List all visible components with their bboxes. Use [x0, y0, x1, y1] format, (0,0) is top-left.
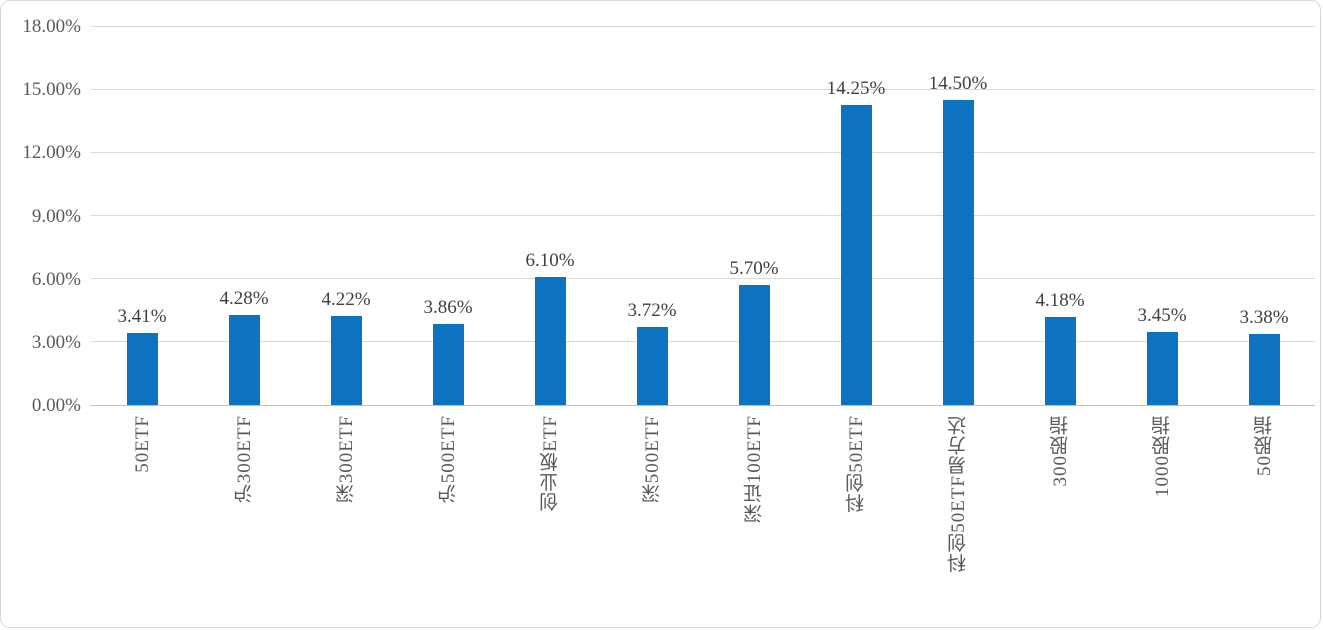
bar-slot: 6.10%: [499, 26, 601, 405]
bar-slot: 4.22%: [295, 26, 397, 405]
x-category-label: 沪300ETF: [233, 415, 255, 504]
bar: [228, 315, 260, 405]
bar-slot: 3.45%: [1111, 26, 1213, 405]
x-axis-labels: 50ETF 沪300ETF 深300ETF 沪500ETF 创业板ETF 深500ETF 深…: [91, 415, 1315, 627]
plot-area: 3.41% 4.28% 4.22% 3.86% 6.10% 3.72% 5.70% 14.25…: [91, 25, 1315, 406]
x-category-label: 50ETF: [131, 415, 153, 473]
bar-value-label: 4.22%: [321, 289, 371, 310]
bar-value-label: 3.86%: [423, 297, 473, 318]
x-category-label: 科创50ETF易方达: [947, 415, 969, 573]
x-label-slot: 300股指: [1009, 415, 1111, 627]
bar-slot: 4.28%: [193, 26, 295, 405]
bar-value-label: 3.38%: [1239, 307, 1289, 328]
x-label-slot: 1000股指: [1111, 415, 1213, 627]
bar-value-label: 3.72%: [627, 300, 677, 321]
bar: [534, 277, 566, 405]
bar: [1044, 317, 1076, 405]
gridline: [91, 215, 1315, 216]
x-category-label: 1000股指: [1151, 415, 1173, 497]
x-category-label: 深300ETF: [335, 415, 357, 504]
bar: [738, 285, 770, 405]
gridline: [91, 278, 1315, 280]
x-label-slot: 深500ETF: [601, 415, 703, 627]
x-label-slot: 沪500ETF: [397, 415, 499, 627]
bar: [432, 324, 464, 405]
bar: [330, 316, 362, 405]
x-category-label: 50股指: [1253, 415, 1275, 476]
bar: [636, 327, 668, 405]
gridline: [91, 151, 1315, 153]
gridline: [91, 25, 1315, 27]
bar-value-label: 6.10%: [525, 250, 575, 271]
bar-value-label: 3.41%: [117, 306, 167, 327]
bar-slot: 5.70%: [703, 26, 805, 405]
bar-value-label: 3.45%: [1137, 305, 1187, 326]
bar-value-label: 14.50%: [928, 73, 988, 94]
x-category-label: 深500ETF: [641, 415, 663, 504]
bar: [1146, 332, 1178, 405]
x-label-slot: 创业板ETF: [499, 415, 601, 627]
bar-slot: 3.72%: [601, 26, 703, 405]
bar: [1248, 334, 1280, 405]
bar: [840, 105, 872, 405]
x-label-slot: 50ETF: [91, 415, 193, 627]
x-axis-line: [91, 404, 1315, 406]
y-tick-label: 18.00%: [22, 16, 81, 37]
x-category-label: 沪500ETF: [437, 415, 459, 504]
bar-value-label: 5.70%: [729, 258, 779, 279]
y-tick-label: 12.00%: [22, 142, 81, 164]
x-label-slot: 沪300ETF: [193, 415, 295, 627]
bar-slot: 14.50%: [907, 26, 1009, 405]
bars-row: 3.41% 4.28% 4.22% 3.86% 6.10% 3.72% 5.70% 14.25…: [91, 26, 1315, 405]
bar: [942, 100, 974, 405]
gridline: [91, 88, 1315, 90]
bar-value-label: 14.25%: [826, 78, 886, 99]
bar-slot: 14.25%: [805, 26, 907, 405]
x-category-label: 科创50ETF: [845, 415, 867, 513]
x-label-slot: 50股指: [1213, 415, 1315, 627]
x-category-label: 300股指: [1049, 415, 1071, 487]
gridline: [91, 341, 1315, 343]
x-label-slot: 深证100ETF: [703, 415, 805, 627]
y-tick-label: 6.00%: [31, 268, 81, 290]
bar-value-label: 4.28%: [219, 288, 269, 309]
bar-slot: 3.86%: [397, 26, 499, 405]
y-tick-label: 0.00%: [31, 395, 81, 416]
x-label-slot: 科创50ETF: [805, 415, 907, 627]
x-category-label: 深证100ETF: [743, 415, 765, 524]
bar-slot: 3.41%: [91, 26, 193, 405]
x-category-label: 创业板ETF: [539, 415, 561, 512]
bar-slot: 4.18%: [1009, 26, 1111, 405]
bar-value-label: 4.18%: [1035, 290, 1085, 311]
x-label-slot: 科创50ETF易方达: [907, 415, 1009, 627]
bar-slot: 3.38%: [1213, 26, 1315, 405]
y-tick-label: 3.00%: [31, 331, 81, 353]
x-label-slot: 深300ETF: [295, 415, 397, 627]
y-tick-label: 9.00%: [31, 205, 81, 227]
bar: [126, 333, 158, 405]
y-tick-label: 15.00%: [22, 79, 81, 101]
